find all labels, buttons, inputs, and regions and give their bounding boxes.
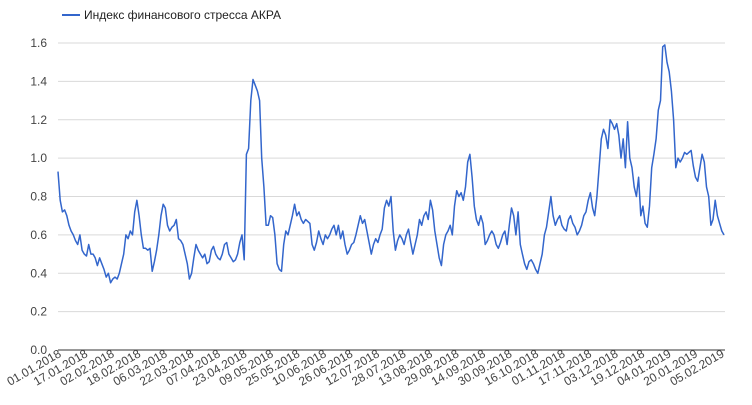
- series-line-0[interactable]: [57, 44, 725, 284]
- y-tick-label: 1.2: [30, 113, 47, 127]
- x-axis-ticks: 01.01.201817.01.201802.02.201818.02.2018…: [4, 346, 726, 388]
- y-tick-label: 0.2: [30, 305, 47, 319]
- y-tick-label: 0.4: [30, 266, 47, 280]
- y-tick-label: 0.8: [30, 190, 47, 204]
- y-axis-ticks: 0.0 0.2 0.4 0.6 0.8 1.0 1.2 1.4 1.6: [30, 36, 47, 357]
- y-tick-label: 1.6: [30, 36, 47, 50]
- y-tick-label: 1.4: [30, 74, 47, 88]
- y-tick-label: 1.0: [30, 151, 47, 165]
- y-tick-label: 0.6: [30, 228, 47, 242]
- legend-label: Индекс финансового стресса АКРА: [84, 8, 281, 22]
- legend[interactable]: Индекс финансового стресса АКРА: [62, 8, 281, 22]
- series-group: [57, 44, 725, 284]
- y-tick-label: 0.0: [30, 343, 47, 357]
